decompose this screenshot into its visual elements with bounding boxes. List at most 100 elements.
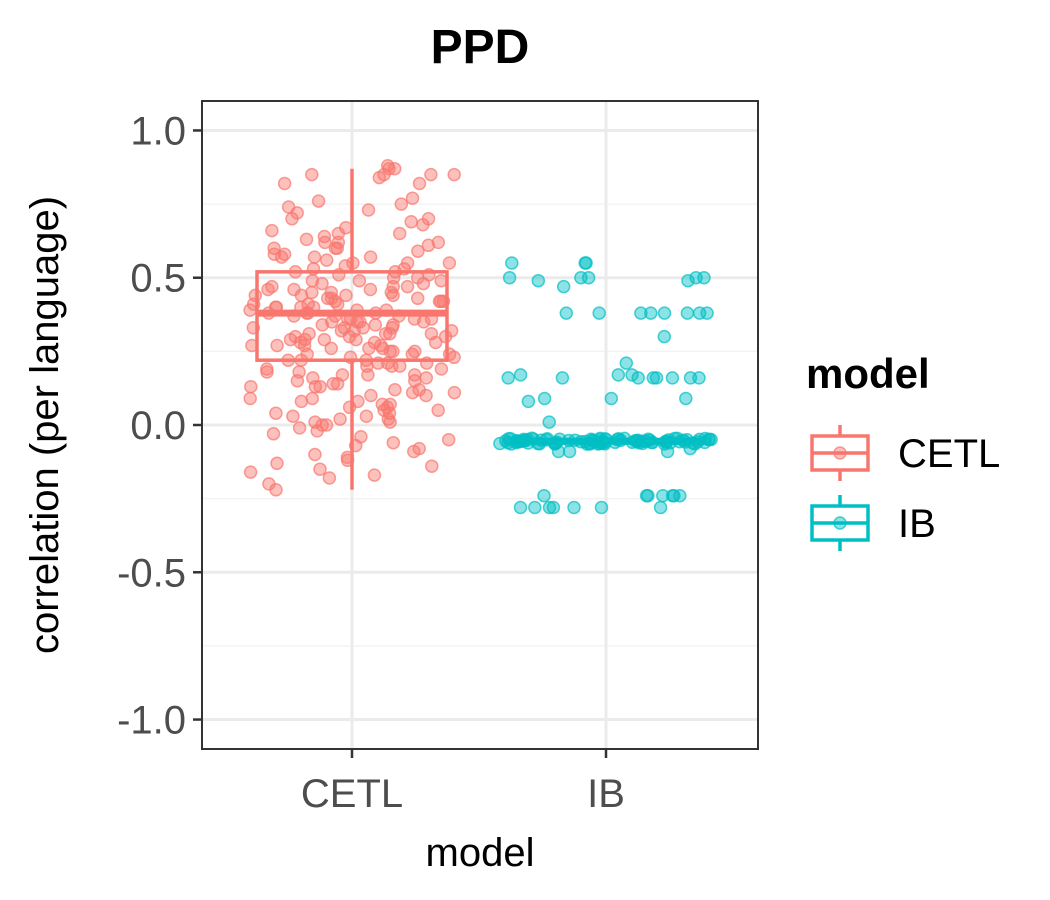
data-point: [286, 409, 300, 423]
data-point: [644, 306, 658, 320]
data-point: [521, 394, 536, 409]
data-point: [537, 488, 551, 503]
data-point: [442, 256, 457, 270]
data-point: [305, 285, 319, 300]
data-point: [305, 167, 319, 182]
data-point: [322, 471, 337, 485]
y-tick-label: 0.0: [130, 404, 186, 448]
data-point: [679, 391, 693, 406]
grid-layer: [202, 101, 758, 749]
data-point: [318, 235, 332, 250]
data-point: [425, 459, 439, 473]
data-point: [383, 326, 397, 341]
data-point: [269, 406, 283, 420]
data-point: [270, 338, 284, 353]
data-point: [243, 465, 258, 479]
data-point: [367, 468, 382, 482]
data-point: [297, 338, 312, 353]
data-point: [447, 385, 462, 400]
x-tick-label: IB: [587, 772, 625, 816]
data-point: [325, 315, 339, 329]
data-point: [267, 247, 282, 261]
data-point: [653, 500, 668, 515]
data-point: [274, 250, 289, 264]
data-point: [657, 329, 672, 344]
data-point: [387, 161, 402, 176]
data-point: [531, 273, 546, 288]
data-point: [270, 456, 284, 471]
y-tick-label: 1.0: [130, 109, 186, 153]
data-point: [574, 270, 588, 285]
data-point: [542, 500, 557, 515]
y-tick-label: -0.5: [117, 551, 186, 595]
data-point: [434, 294, 448, 309]
data-point: [528, 500, 542, 515]
data-point: [416, 217, 430, 232]
data-point: [594, 500, 609, 515]
data-point: [342, 400, 357, 415]
data-point: [665, 371, 680, 385]
data-point: [556, 279, 571, 294]
data-point: [404, 215, 418, 229]
data-point: [359, 409, 374, 423]
data-point: [611, 368, 626, 382]
data-point: [244, 379, 258, 394]
data-point: [372, 170, 387, 185]
data-point: [631, 371, 645, 385]
data-point: [513, 368, 528, 382]
data-point: [310, 424, 324, 438]
data-point: [416, 276, 431, 291]
data-point: [537, 391, 552, 406]
data-point: [311, 194, 326, 208]
data-point: [285, 212, 299, 226]
data-point: [352, 273, 367, 288]
data-point: [542, 415, 556, 429]
data-point: [424, 326, 439, 341]
data-point: [646, 371, 661, 385]
data-point: [375, 341, 390, 356]
data-point: [326, 377, 340, 391]
data-point: [441, 432, 456, 447]
data-point: [294, 394, 309, 409]
data-point: [265, 223, 279, 238]
legend-label: CETL: [898, 432, 1000, 476]
data-point: [680, 306, 695, 320]
data-point: [501, 371, 515, 385]
data-point: [361, 203, 376, 217]
legend: model CETL IB: [806, 350, 1000, 551]
chart-title: PPD: [431, 21, 530, 74]
x-tick-label: CETL: [301, 772, 403, 816]
points-layer: [243, 159, 718, 515]
data-point: [290, 374, 305, 388]
data-point: [692, 371, 706, 385]
data-point: [592, 306, 606, 320]
data-point: [319, 418, 334, 432]
data-point: [261, 282, 275, 297]
data-point: [447, 167, 461, 182]
data-point: [299, 232, 314, 247]
data-point: [546, 500, 561, 515]
data-point: [292, 421, 307, 435]
legend-keys: CETL IB: [810, 425, 1000, 551]
data-point: [634, 306, 648, 320]
data-point: [434, 362, 449, 376]
data-point: [307, 250, 322, 264]
data-point: [362, 341, 376, 356]
y-tick-label: 0.5: [130, 257, 186, 301]
data-point: [320, 291, 335, 306]
data-point: [697, 270, 711, 285]
data-point: [331, 235, 346, 250]
data-point: [641, 488, 655, 503]
data-point: [363, 282, 378, 297]
data-point: [277, 176, 292, 191]
y-tick-label: -1.0: [117, 699, 186, 743]
legend-key-point: [833, 516, 847, 530]
data-point: [431, 403, 445, 418]
data-point: [243, 303, 257, 317]
data-point: [513, 500, 528, 515]
data-point: [392, 226, 407, 241]
data-point: [333, 412, 347, 426]
data-point: [625, 368, 639, 382]
data-point: [421, 238, 436, 253]
data-point: [364, 388, 378, 403]
